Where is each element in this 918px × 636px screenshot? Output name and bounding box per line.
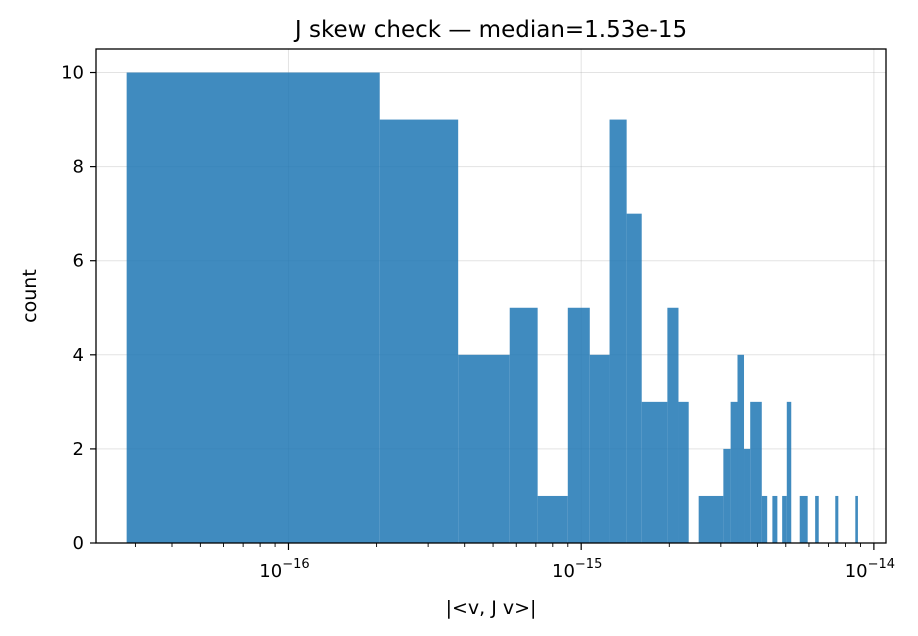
histogram-bar	[855, 495, 858, 543]
histogram-bar	[730, 401, 738, 543]
y-tick-label: 4	[73, 345, 84, 366]
x-tick-exponent: −15	[575, 557, 602, 572]
x-tick-label: 10−15	[552, 557, 602, 582]
histogram-bar	[835, 495, 839, 543]
histogram-bar	[509, 307, 538, 543]
histogram-bar	[626, 213, 642, 543]
x-tick-exponent: −16	[282, 557, 309, 572]
x-tick-label: 10−14	[845, 557, 895, 582]
histogram-bar	[567, 307, 590, 543]
y-tick-label: 10	[61, 63, 84, 84]
histogram-bar	[126, 72, 380, 544]
x-tick-base: 10	[552, 561, 575, 582]
x-tick-base: 10	[845, 561, 868, 582]
y-tick-label: 8	[73, 157, 84, 178]
x-axis-ticks: 10−16 10−15 10−14	[134, 543, 895, 582]
histogram-bar	[641, 401, 668, 543]
y-tick-label: 2	[73, 439, 84, 460]
histogram-bar	[772, 495, 778, 543]
y-tick-label: 6	[73, 251, 84, 272]
histogram-bar	[678, 401, 689, 543]
histogram-bar	[750, 401, 762, 543]
histogram-bar	[667, 307, 679, 543]
histogram-bar	[698, 495, 724, 543]
histogram-bar	[609, 119, 627, 544]
histogram-bar	[815, 495, 819, 543]
x-tick-exponent: −14	[868, 557, 895, 572]
histogram-bar	[761, 495, 768, 543]
y-tick-label: 0	[73, 533, 84, 554]
y-axis-label: count	[19, 269, 41, 323]
histogram-bar	[723, 448, 731, 543]
y-axis-ticks: 0 2 4 6 8 10	[61, 63, 96, 554]
x-tick-base: 10	[259, 561, 282, 582]
histogram-bar	[458, 354, 510, 543]
histogram-bar	[589, 354, 610, 543]
histogram-bar	[537, 495, 568, 543]
x-tick-label: 10−16	[259, 557, 309, 582]
histogram-bars	[126, 72, 858, 544]
x-axis-label: |<v, J v>|	[446, 597, 537, 619]
chart-title: J skew check — median=1.53e-15	[293, 17, 687, 43]
histogram-bar	[782, 495, 787, 543]
histogram-bar	[786, 401, 792, 543]
histogram-bar	[744, 448, 751, 543]
histogram-bar	[737, 354, 745, 543]
histogram-bar	[379, 119, 459, 544]
plot-frame	[95, 48, 887, 544]
histogram-bar	[799, 495, 808, 543]
